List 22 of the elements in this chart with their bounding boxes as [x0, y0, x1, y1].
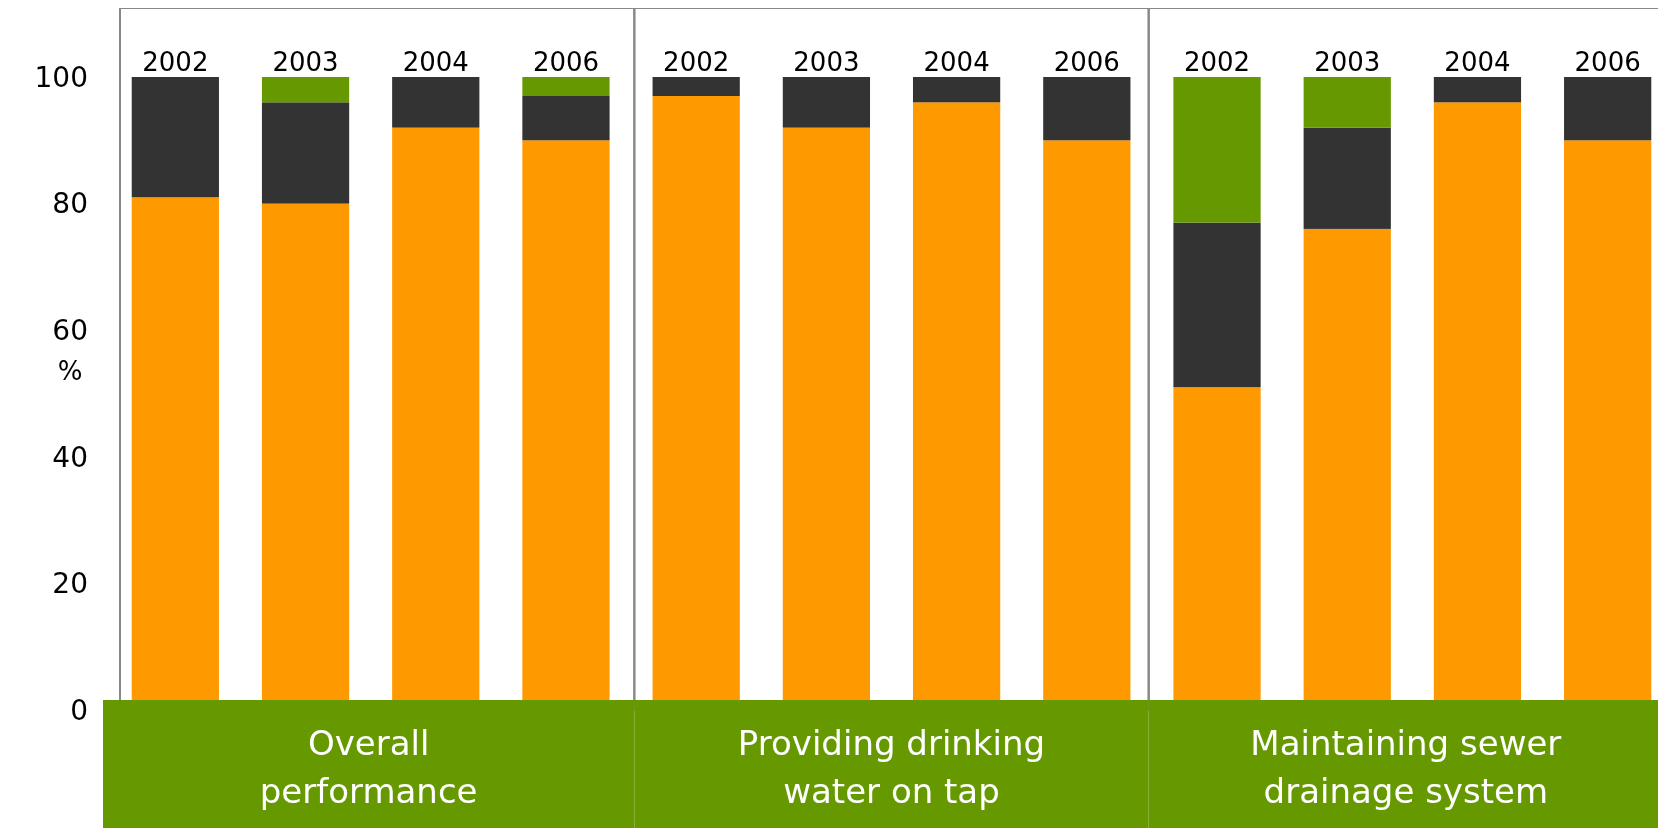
- x-tick-label: 2004: [1444, 47, 1511, 77]
- x-tick-label: 2002: [142, 47, 209, 77]
- text: Providing drinking water on tap: [737, 723, 1046, 811]
- y-tick-label: 20: [52, 567, 88, 601]
- y-tick-label: 0: [70, 693, 88, 727]
- x-tick-label: 2002: [663, 47, 730, 77]
- x-tick-label: 2006: [1574, 47, 1641, 77]
- x-tick-label: 2004: [402, 47, 469, 77]
- x-tick-label: 2003: [793, 47, 860, 77]
- x-tick-label: 2006: [532, 47, 600, 77]
- y-axis-title: %: [57, 356, 83, 386]
- x-tick-label: 2003: [272, 47, 339, 77]
- x-tick-label: 2003: [1314, 47, 1381, 77]
- y-tick-label: 60: [52, 314, 88, 347]
- y-tick-label: 80: [52, 187, 88, 221]
- y-tick-label: 100: [34, 60, 88, 94]
- x-tick-label: 2006: [1053, 47, 1120, 77]
- x-tick-label: 2004: [923, 47, 990, 77]
- text: Overall performance: [259, 723, 478, 811]
- y-tick-label: 40: [52, 440, 88, 474]
- x-tick-label: 2002: [1183, 47, 1251, 77]
- text: Maintaining sewer drainage system: [1250, 723, 1562, 811]
